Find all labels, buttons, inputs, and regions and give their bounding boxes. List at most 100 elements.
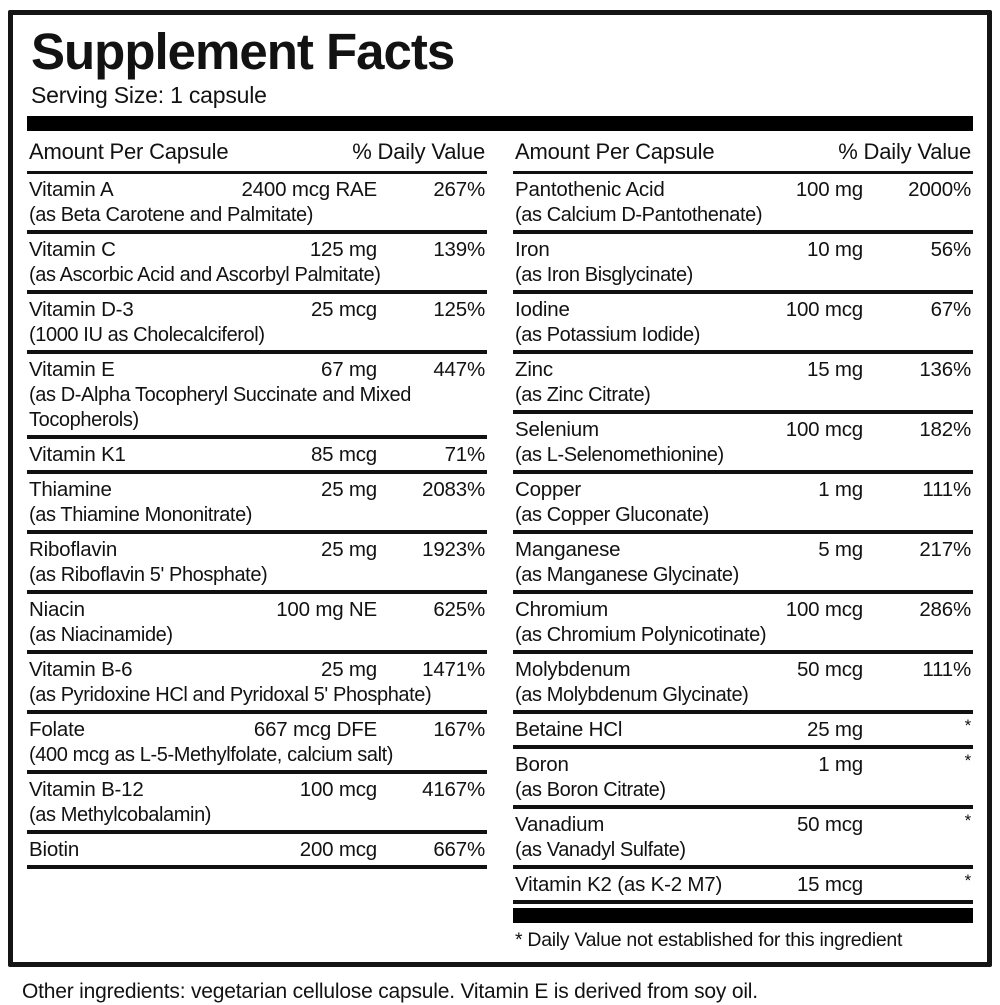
nutrient-name: Iodine [515, 298, 570, 321]
nutrient-amount: 1 mg [818, 478, 863, 501]
nutrient-row: Vitamin K1 85 mcg 71% [27, 439, 487, 474]
nutrient-row-main: Biotin 200 mcg 667% [29, 836, 485, 863]
nutrient-row: Folate 667 mcg DFE 167% (400 mcg as L-5-Met… [27, 714, 487, 774]
nutrient-daily-value: 217% [919, 538, 971, 561]
nutrient-amount: 100 mg NE [276, 598, 377, 621]
nutrient-row: Riboflavin 25 mg 1923% (as Riboflavin 5' Ph… [27, 534, 487, 594]
nutrient-amount: 15 mcg [796, 873, 863, 896]
daily-value-footnote: * Daily Value not established for this i… [515, 929, 903, 951]
nutrient-amount: 667 mcg DFE [253, 718, 377, 741]
nutrient-source-detail: (as Vanadyl Sulfate) [515, 839, 686, 861]
nutrient-row-main: Vitamin K1 85 mcg 71% [29, 441, 485, 468]
other-ingredients: Other ingredients: vegetarian cellulose … [22, 980, 758, 1003]
nutrient-row-main: Riboflavin 25 mg 1923% [29, 536, 485, 563]
nutrient-name: Vitamin A [29, 178, 114, 201]
nutrient-name: Molybdenum [515, 658, 631, 681]
nutrient-row-main: Niacin 100 mg NE 625% [29, 596, 485, 623]
nutrient-daily-value: 111% [922, 658, 971, 681]
nutrient-name: Chromium [515, 598, 608, 621]
nutrient-amount: 25 mcg [310, 298, 377, 321]
nutrient-row: Vitamin B-12 100 mcg 4167% (as Methylcobala… [27, 774, 487, 834]
nutrient-row: Vanadium 50 mcg * (as Vanadyl Sulfate) [513, 809, 973, 869]
nutrient-amount: 25 mg [321, 478, 377, 501]
nutrient-daily-value: 1923% [422, 538, 485, 561]
nutrient-name: Vanadium [515, 813, 605, 836]
nutrient-amount: 200 mcg [299, 838, 377, 861]
footnote-divider-bar [513, 908, 973, 923]
nutrient-source-detail: (as Potassium Iodide) [515, 324, 701, 346]
nutrient-source-detail: (as Iron Bisglycinate) [515, 264, 693, 286]
nutrient-row: Manganese 5 mg 217% (as Manganese Glycinate… [513, 534, 973, 594]
nutrient-row: Chromium 100 mcg 286% (as Chromium Polynico… [513, 594, 973, 654]
nutrient-name: Vitamin D-3 [29, 298, 134, 321]
nutrient-name: Copper [515, 478, 582, 501]
nutrient-name: Vitamin B-12 [29, 778, 144, 801]
nutrient-daily-value: 182% [919, 418, 971, 441]
nutrient-source-detail: (as Pyridoxine HCl and Pyridoxal 5' Phos… [29, 684, 432, 706]
nutrient-source-detail: (as Riboflavin 5' Phosphate) [29, 564, 268, 586]
nutrient-amount: 15 mg [807, 358, 863, 381]
nutrient-row: Thiamine 25 mg 2083% (as Thiamine Mononitra… [27, 474, 487, 534]
nutrient-daily-value: 139% [433, 238, 485, 261]
column-header-daily-value: % Daily Value [838, 139, 971, 164]
nutrient-row-main: Vitamin K2 (as K-2 M7) 15 mcg * [515, 871, 971, 898]
nutrient-daily-value: 1471% [422, 658, 485, 681]
nutrient-row-main: Copper 1 mg 111% [515, 476, 971, 503]
header-divider-bar [27, 116, 973, 131]
nutrient-row: Vitamin A 2400 mcg RAE 267% (as Beta Carote… [27, 174, 487, 234]
nutrient-amount: 10 mg [807, 238, 863, 261]
column-header: Amount Per Capsule % Daily Value [27, 137, 487, 174]
nutrient-row-main: Vitamin E 67 mg 447% [29, 356, 485, 383]
nutrient-amount: 125 mg [309, 238, 377, 261]
nutrient-name: Selenium [515, 418, 599, 441]
nutrient-daily-value: 667% [433, 838, 485, 861]
nutrient-name: Riboflavin [29, 538, 118, 561]
nutrient-name: Folate [29, 718, 85, 741]
nutrient-daily-value: * [964, 716, 972, 735]
nutrient-amount: 5 mg [818, 538, 863, 561]
nutrient-amount: 100 mg [795, 178, 863, 201]
nutrient-daily-value: 4167% [422, 778, 485, 801]
nutrient-daily-value: 56% [930, 238, 972, 261]
panel-title: Supplement Facts [31, 23, 455, 80]
nutrient-name: Vitamin C [29, 238, 116, 261]
nutrient-source-detail: (as Calcium D-Pantothenate) [515, 204, 763, 226]
nutrient-source-detail: (as Manganese Glycinate) [515, 564, 739, 586]
nutrient-daily-value: 286% [919, 598, 971, 621]
nutrient-row-main: Vitamin B-12 100 mcg 4167% [29, 776, 485, 803]
nutrient-daily-value: 2083% [422, 478, 485, 501]
nutrient-row-main: Folate 667 mcg DFE 167% [29, 716, 485, 743]
nutrient-row: Vitamin B-6 25 mg 1471% (as Pyridoxine HCl … [27, 654, 487, 714]
nutrient-row: Molybdenum 50 mcg 111% (as Molybdenum Glyci… [513, 654, 973, 714]
nutrient-row-main: Thiamine 25 mg 2083% [29, 476, 485, 503]
nutrient-amount: 85 mcg [310, 443, 377, 466]
nutrient-name: Boron [515, 753, 569, 776]
nutrient-row: Vitamin E 67 mg 447% (as D-Alpha Tocopheryl… [27, 354, 487, 439]
nutrient-daily-value: 111% [922, 478, 971, 501]
nutrient-row-main: Boron 1 mg * [515, 751, 971, 778]
nutrient-amount: 67 mg [321, 358, 377, 381]
nutrient-row-main: Vitamin C 125 mg 139% [29, 236, 485, 263]
nutrient-rows-left: Vitamin A 2400 mcg RAE 267% (as Beta Carote… [27, 174, 487, 869]
nutrient-row: Selenium 100 mcg 182% (as L-Selenomethionin… [513, 414, 973, 474]
nutrient-name: Vitamin K2 (as K-2 M7) [515, 873, 723, 896]
nutrient-row: Niacin 100 mg NE 625% (as Niacinamide) [27, 594, 487, 654]
nutrient-daily-value: * [964, 751, 972, 770]
nutrient-source-detail: (1000 IU as Cholecalciferol) [29, 324, 265, 346]
nutrient-name: Betaine HCl [515, 718, 623, 741]
nutrient-daily-value: 67% [930, 298, 972, 321]
nutrient-rows-right: Pantothenic Acid 100 mg 2000% (as Calcium D… [513, 174, 973, 904]
nutrient-source-detail: (as L-Selenomethionine) [515, 444, 724, 466]
nutrient-amount: 100 mcg [299, 778, 377, 801]
nutrient-row: Vitamin K2 (as K-2 M7) 15 mcg * [513, 869, 973, 904]
nutrient-daily-value: 125% [433, 298, 485, 321]
nutrient-daily-value: 447% [433, 358, 485, 381]
nutrient-source-detail: (as Methylcobalamin) [29, 804, 212, 826]
nutrient-row-main: Vitamin D-3 25 mcg 125% [29, 296, 485, 323]
nutrient-amount: 25 mg [321, 538, 377, 561]
nutrient-amount: 100 mcg [785, 598, 863, 621]
nutrient-row: Boron 1 mg * (as Boron Citrate) [513, 749, 973, 809]
nutrient-row-main: Iron 10 mg 56% [515, 236, 971, 263]
nutrient-source-detail: (as Boron Citrate) [515, 779, 666, 801]
nutrient-row-main: Vanadium 50 mcg * [515, 811, 971, 838]
